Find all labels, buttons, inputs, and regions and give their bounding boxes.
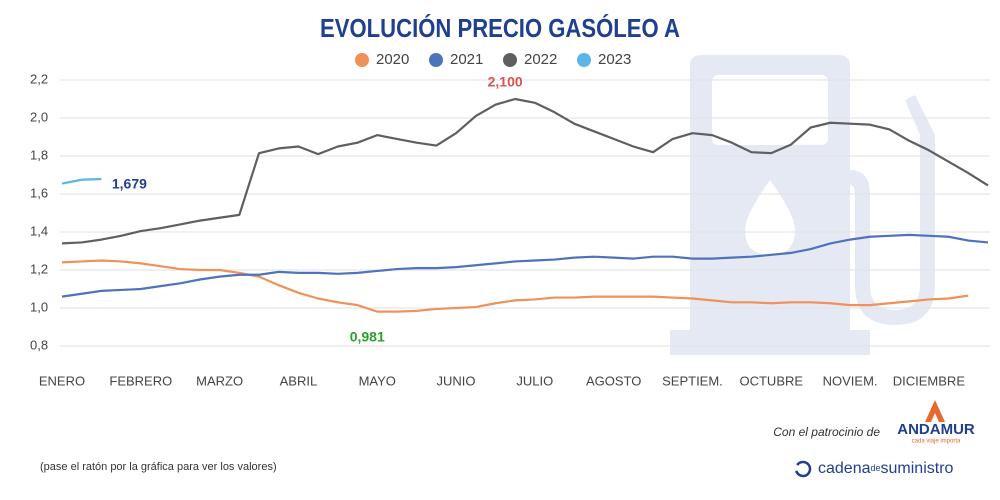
chart-title: EVOLUCIÓN PRECIO GASÓLEO A (320, 13, 680, 43)
publisher: cadenadesuministro (818, 460, 954, 477)
publisher-a: cadena (818, 460, 871, 477)
x-tick-label: MARZO (196, 373, 243, 388)
legend-marker (577, 53, 591, 67)
sponsor-text: Con el patrocinio de (773, 425, 880, 439)
legend-label: 2021 (450, 51, 483, 68)
legend-label: 2023 (598, 51, 631, 68)
legend-marker (429, 53, 443, 67)
x-tick-label: JUNIO (437, 373, 476, 388)
x-tick-label: FEBRERO (109, 373, 172, 388)
legend-marker (503, 53, 517, 67)
y-tick-label: 1,2 (30, 261, 48, 276)
series-line (61, 233, 989, 298)
y-tick-label: 1,4 (30, 223, 48, 238)
x-tick-label: MAYO (359, 373, 396, 388)
brand-tagline: cada viaje importa (912, 439, 961, 445)
x-tick-label: JULIO (516, 373, 553, 388)
legend-label: 2022 (524, 51, 557, 68)
series-line (61, 177, 102, 185)
y-tick-label: 2,0 (30, 109, 48, 124)
value-label: 2,100 (488, 74, 523, 90)
y-tick-label: 1,8 (30, 147, 48, 162)
hint: (pase el ratón por la gráfica para ver l… (40, 461, 277, 473)
publisher-logo (794, 460, 812, 478)
value-label: 0,981 (350, 328, 385, 344)
legend-label: 2020 (376, 51, 409, 68)
publisher-b: de (871, 463, 881, 473)
legend-marker (355, 53, 369, 67)
x-tick-label: ABRIL (280, 373, 318, 388)
x-tick-label: NOVIEM. (823, 373, 878, 388)
brand: ANDAMUR (897, 421, 975, 438)
background-icon (670, 55, 935, 355)
y-tick-label: 0,8 (30, 337, 48, 352)
series-line (61, 259, 969, 313)
x-tick-label: ENERO (39, 373, 85, 388)
y-tick-label: 1,6 (30, 185, 48, 200)
x-tick-label: AGOSTO (586, 373, 641, 388)
x-tick-label: OCTUBRE (739, 373, 803, 388)
x-tick-label: DICIEMBRE (893, 373, 966, 388)
series-line (61, 97, 989, 245)
y-tick-label: 2,2 (30, 71, 48, 86)
y-tick-label: 1,0 (30, 299, 48, 314)
publisher-c: suministro (881, 460, 954, 477)
x-tick-label: SEPTIEM. (662, 373, 723, 388)
brand-logo (925, 400, 945, 422)
value-label: 1,679 (112, 176, 147, 192)
